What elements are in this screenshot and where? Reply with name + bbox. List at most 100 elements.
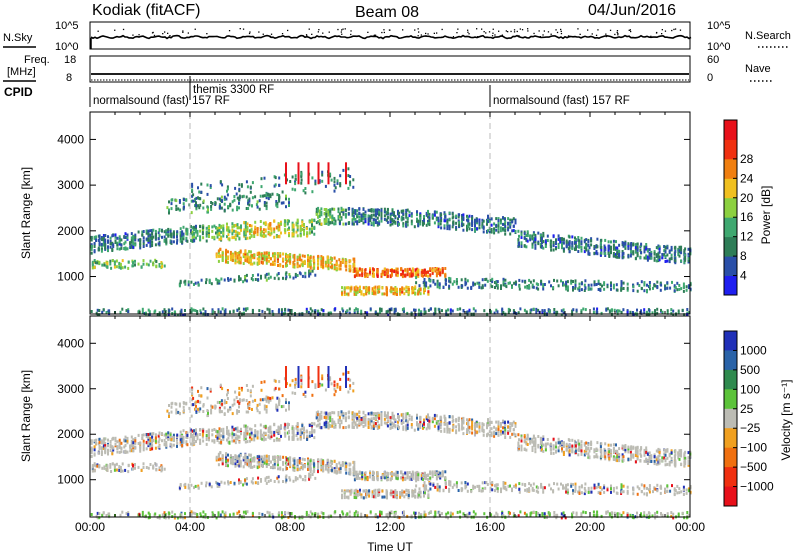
noise-dot [550,33,552,35]
velocity-cell [170,435,173,439]
power-cell [415,276,418,280]
power-cell [121,266,124,270]
power-cell [137,238,140,242]
power-cell [251,262,254,266]
power-cell [446,222,449,226]
power-cell [334,307,337,311]
power-cell [355,307,358,311]
power-cell [390,273,393,277]
power-cell [273,219,276,223]
power-cell [223,278,226,282]
velocity-cell [360,418,363,422]
power-cell [449,311,452,315]
power-cell [154,236,157,240]
power-cell [139,242,142,246]
power-cell [263,251,266,255]
velocity-cell [358,418,361,422]
power-cell [369,307,372,311]
power-cell [277,255,279,259]
noise-dot [344,28,346,30]
colorbar-swatch [724,275,737,296]
power-cell [502,280,505,284]
power-cell [95,235,98,239]
power-cell [658,258,661,262]
power-cell [208,235,210,238]
power-cell [525,234,528,238]
power-cell [590,283,593,287]
colorbar-tick-label: 4 [740,269,747,283]
power-cell [512,217,515,221]
power-cell [217,251,220,255]
power-cell [394,289,397,292]
power-cell [666,281,669,285]
power-cell [112,233,115,237]
power-cell [246,307,249,311]
velocity-cell [280,434,282,438]
power-cell [449,277,452,281]
power-cell [474,220,476,224]
power-cell [205,226,208,230]
power-cell [182,313,185,317]
velocity-cell [132,449,135,452]
power-cell [277,260,279,264]
power-cell [342,168,345,172]
power-cell [246,256,249,260]
power-cell [317,258,320,262]
power-cell [462,228,465,232]
power-cell [91,266,94,270]
power-cell [219,254,222,258]
velocity-cell [234,441,237,445]
power-cell [157,231,160,235]
power-cell [287,308,290,312]
power-cell [356,290,359,294]
power-cell [380,208,383,212]
power-cell [396,287,398,291]
power-cell [546,234,549,238]
power-cell [413,308,415,312]
power-cell [416,213,418,217]
power-cell [444,267,447,270]
noise-dot [671,29,673,32]
power-cell [639,256,642,260]
power-cell [317,266,319,270]
power-cell [564,313,567,317]
power-cell [251,254,254,257]
power-cell [205,230,208,234]
power-cell [590,243,593,247]
power-cell [176,235,178,239]
power-cell [687,284,690,288]
velocity-cell [218,436,221,440]
power-cell [414,287,417,291]
power-cell [287,254,290,258]
power-cell [202,226,205,230]
power-cell [580,309,583,313]
power-cell [190,307,193,311]
power-cell [195,205,198,209]
power-cell [433,213,436,217]
velocity-cell [269,425,272,429]
power-cell [565,282,568,285]
power-cell [333,183,336,187]
power-cell [233,195,236,198]
velocity-cell [394,418,397,422]
y-tick-label: 1000 [57,270,84,284]
power-cell [337,216,340,220]
power-cell [200,278,203,282]
power-cell [193,225,196,229]
power-cell [493,222,496,226]
power-cell [509,225,512,229]
velocity-cell [208,438,210,442]
power-cell [294,180,297,184]
power-cell [481,286,484,290]
power-cell [234,237,237,241]
power-cell [361,268,364,272]
power-cell [583,289,586,292]
power-cell [389,269,392,272]
power-cell [574,284,577,287]
power-cell [298,253,301,257]
power-cell [643,281,646,285]
power-cell [386,268,389,272]
power-cell [321,170,324,174]
power-cell [170,234,173,238]
power-cell [428,278,431,282]
